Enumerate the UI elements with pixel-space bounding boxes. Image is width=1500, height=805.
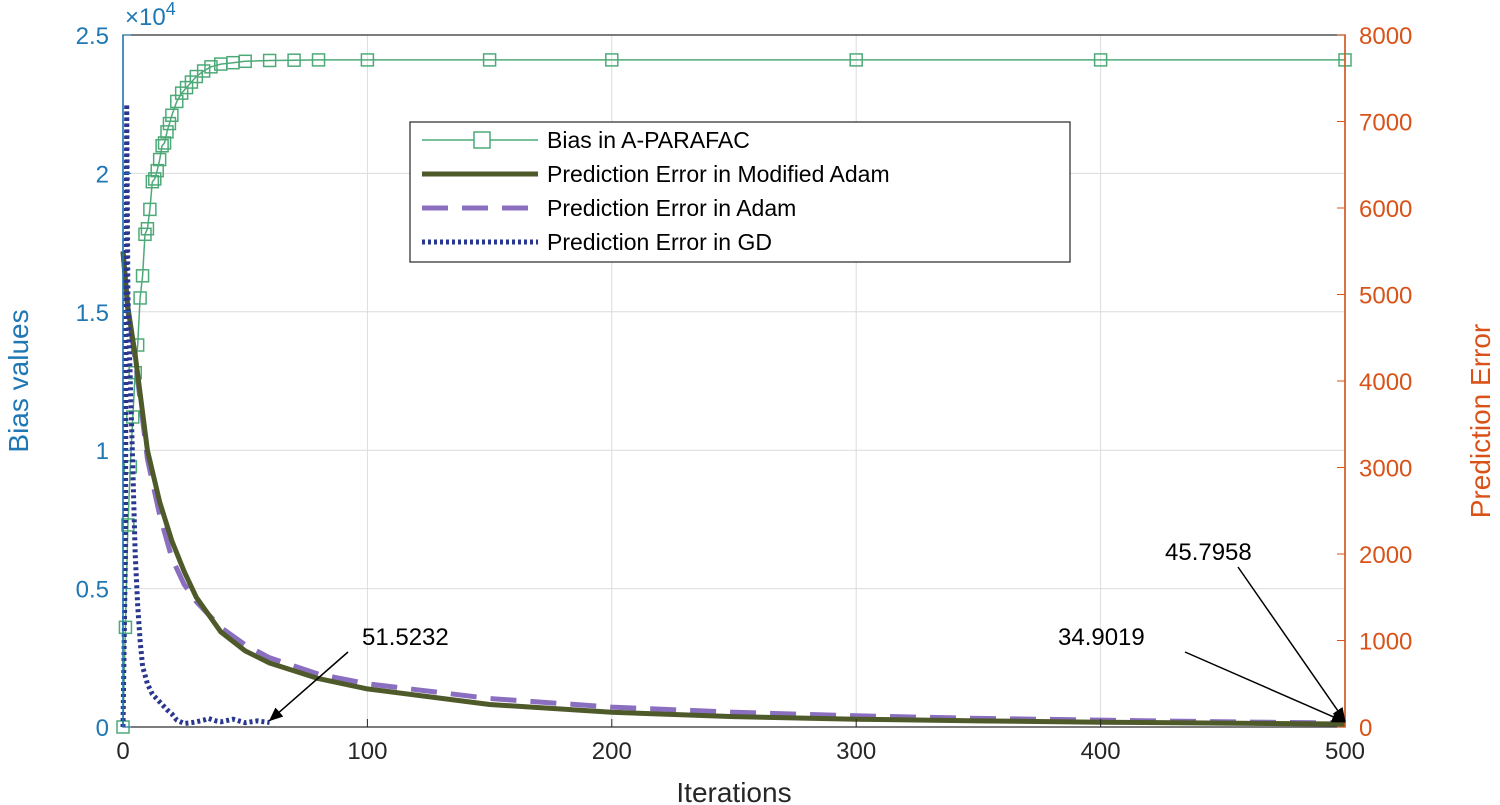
bias-marker	[160, 125, 174, 139]
bias-marker	[140, 222, 155, 236]
left-tick-label: 0	[96, 715, 109, 742]
series-line-2	[120, 251, 1346, 726]
bias-marker	[204, 60, 218, 74]
legend-box	[409, 121, 1071, 263]
left-tick-label: 1.5	[76, 300, 109, 327]
bias-marker	[482, 53, 497, 67]
bias-marker	[849, 53, 863, 67]
legend-label-gd: Prediction Error in GD	[547, 229, 772, 255]
bias-marker	[165, 108, 179, 123]
left-tick-label: 2.5	[76, 23, 109, 50]
series-line-3	[120, 101, 270, 728]
right-tick-label: 7000	[1359, 110, 1412, 137]
bias-marker	[196, 64, 211, 78]
bias-marker	[150, 163, 164, 178]
legend-swatches	[422, 131, 538, 245]
x-tick-label: 100	[347, 738, 387, 765]
left-tick-label: 2	[96, 161, 109, 188]
bias-marker	[118, 620, 133, 635]
bias-marker	[155, 138, 169, 153]
x-axis-title: Iterations	[676, 777, 791, 805]
legend-marker	[473, 131, 491, 149]
bias-marker	[143, 202, 157, 217]
legend-label-bias: Bias in A-PARAFAC	[547, 127, 750, 153]
right-tick-label: 2000	[1359, 542, 1412, 569]
bias-marker	[287, 53, 301, 67]
left-axis-exponent-power: 4	[166, 0, 176, 19]
annotation-arrow-modified-adam	[1184, 651, 1346, 723]
right-tick-label: 8000	[1359, 23, 1412, 50]
x-tick-label: 400	[1081, 738, 1121, 765]
legend-label-modified-adam: Prediction Error in Modified Adam	[547, 161, 890, 187]
left-axis-exponent-base: ×10	[125, 4, 166, 31]
bias-marker	[170, 94, 184, 109]
bias-marker	[162, 116, 177, 131]
left-tick-label: 1	[96, 438, 109, 465]
left-tick-label: 0.5	[76, 577, 109, 604]
x-tick-label: 300	[836, 738, 876, 765]
bias-marker	[133, 291, 147, 305]
legend-label-adam: Prediction Error in Adam	[547, 195, 796, 221]
bias-marker	[157, 136, 172, 150]
bias-marker	[605, 53, 619, 67]
right-axis-title: Prediction Error	[1465, 324, 1496, 519]
series-line-0	[122, 59, 1345, 728]
right-tick-label: 5000	[1359, 283, 1412, 310]
bias-marker	[360, 53, 375, 67]
annotation-gd-final: 51.5232	[362, 624, 449, 651]
right-tick-label: 1000	[1359, 629, 1412, 656]
series-layer	[116, 53, 1352, 734]
annotation-adam-final: 45.7958	[1165, 539, 1252, 566]
series-line-1	[120, 251, 1346, 727]
annotation-arrow-gd	[268, 651, 349, 722]
x-tick-label: 200	[592, 738, 632, 765]
bias-marker	[311, 53, 326, 67]
annotation-arrow-adam	[1237, 566, 1346, 722]
right-tick-label: 3000	[1359, 456, 1412, 483]
right-tick-label: 0	[1359, 715, 1372, 742]
legend: Bias in A-PARAFAC Prediction Error in Mo…	[409, 121, 1071, 263]
bias-marker	[148, 172, 162, 186]
bias-marker	[126, 410, 140, 424]
bias-marker	[238, 54, 252, 69]
bias-marker	[152, 152, 167, 167]
bias-marker	[135, 269, 150, 283]
bias-marker	[121, 518, 135, 532]
bias-marker	[1093, 53, 1108, 67]
annotation-modified-adam-final: 34.9019	[1058, 624, 1145, 651]
axis-ticks: 0 100 200 300 400 50000.511.522.5010002000300…	[76, 23, 1413, 765]
x-tick-label: 500	[1325, 738, 1365, 765]
right-tick-label: 4000	[1359, 369, 1412, 396]
x-tick-label: 0	[116, 738, 129, 765]
bias-marker	[262, 53, 277, 68]
left-axis-title: Bias values	[3, 309, 34, 452]
left-axis-exponent: ×104	[125, 0, 176, 31]
annotations: 51.5232 34.9019 45.7958	[268, 539, 1346, 723]
right-tick-label: 6000	[1359, 196, 1412, 223]
bias-marker	[145, 174, 160, 189]
